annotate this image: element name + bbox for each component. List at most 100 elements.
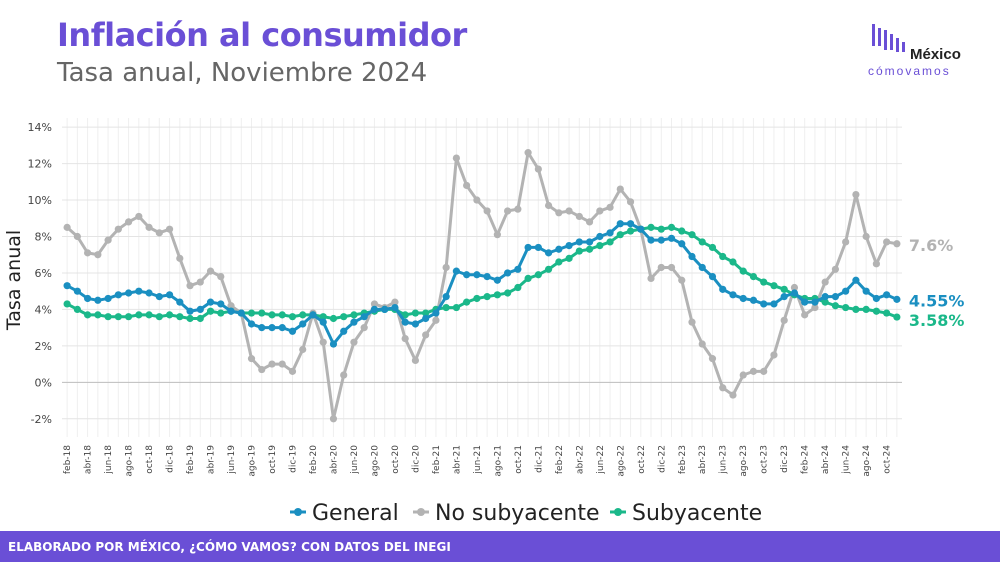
x-tick-label: dic-18 bbox=[166, 445, 176, 473]
data-point bbox=[422, 331, 430, 339]
data-point bbox=[319, 338, 327, 346]
x-tick-label: feb-24 bbox=[801, 445, 811, 474]
data-point bbox=[739, 267, 747, 275]
data-point bbox=[329, 314, 338, 323]
data-point bbox=[411, 320, 420, 328]
y-tick-labels: -2% 0% 2% 4% 6% 8% 10% 12% 14% bbox=[28, 121, 52, 426]
data-point bbox=[544, 249, 553, 257]
data-point bbox=[872, 307, 880, 315]
data-point bbox=[186, 282, 194, 290]
legend-label: General bbox=[312, 501, 399, 526]
data-point bbox=[114, 313, 122, 321]
data-point bbox=[801, 311, 809, 319]
x-tick-label: feb-18 bbox=[63, 445, 73, 474]
x-tick-label: jun-22 bbox=[596, 445, 606, 475]
legend-marker bbox=[614, 508, 622, 516]
data-point bbox=[135, 212, 143, 221]
x-tick-label: feb-21 bbox=[432, 445, 442, 474]
data-point bbox=[770, 351, 778, 359]
data-point bbox=[616, 185, 624, 193]
x-tick-label: ago-19 bbox=[248, 445, 258, 477]
data-point bbox=[842, 238, 850, 246]
data-point bbox=[227, 302, 235, 310]
data-point bbox=[114, 291, 122, 299]
data-point bbox=[647, 274, 655, 283]
y-tick-label: 10% bbox=[28, 194, 52, 207]
data-point bbox=[288, 313, 297, 321]
data-point bbox=[729, 391, 737, 399]
data-point bbox=[504, 207, 512, 215]
data-point bbox=[360, 313, 368, 321]
data-point bbox=[145, 311, 153, 319]
data-point bbox=[831, 302, 840, 310]
footer-bar: ELABORADO POR MÉXICO, ¿CÓMO VAMOS? CON D… bbox=[0, 531, 1000, 562]
data-point bbox=[473, 196, 481, 204]
data-point bbox=[883, 238, 891, 246]
data-point bbox=[893, 313, 901, 321]
data-point bbox=[524, 274, 532, 283]
data-point bbox=[852, 190, 860, 199]
series-general bbox=[63, 220, 901, 348]
data-point bbox=[73, 305, 81, 313]
data-point bbox=[401, 334, 409, 343]
data-point bbox=[862, 305, 870, 313]
data-point bbox=[585, 218, 594, 226]
data-point bbox=[350, 318, 358, 326]
data-point bbox=[268, 324, 276, 332]
x-tick-label: dic-22 bbox=[657, 445, 667, 473]
data-point bbox=[329, 340, 338, 348]
x-tick-label: jun-23 bbox=[719, 445, 729, 475]
data-point bbox=[432, 309, 440, 317]
data-point bbox=[258, 324, 266, 332]
chart-subtitle: Tasa anual, Noviembre 2024 bbox=[57, 58, 428, 88]
x-tick-label: abr-19 bbox=[207, 445, 217, 474]
data-point bbox=[452, 154, 460, 162]
data-point bbox=[309, 311, 317, 319]
data-point bbox=[780, 293, 788, 301]
data-point bbox=[493, 291, 501, 299]
x-tick-label: feb-20 bbox=[309, 445, 319, 474]
data-point bbox=[217, 309, 225, 317]
data-point bbox=[626, 220, 635, 228]
data-point bbox=[278, 324, 286, 332]
data-point bbox=[729, 258, 737, 266]
data-point bbox=[883, 309, 891, 317]
data-point bbox=[831, 265, 840, 273]
data-point bbox=[852, 305, 860, 313]
x-tick-label: dic-23 bbox=[780, 445, 790, 473]
data-point bbox=[657, 263, 665, 272]
x-tick-labels: feb-18 abr-18 jun-18 ago-18 oct-18 dic-18 feb-… bbox=[63, 445, 893, 477]
x-tick-label: oct-21 bbox=[514, 445, 524, 474]
data-point bbox=[514, 265, 522, 273]
data-point bbox=[84, 311, 92, 319]
data-point bbox=[247, 320, 256, 328]
data-point bbox=[401, 311, 409, 319]
data-point bbox=[165, 291, 174, 299]
data-point bbox=[657, 225, 665, 233]
data-point bbox=[258, 365, 266, 374]
data-point bbox=[411, 309, 420, 317]
data-point bbox=[565, 242, 573, 250]
data-point bbox=[370, 305, 379, 313]
data-point bbox=[708, 243, 717, 252]
data-point bbox=[678, 276, 686, 284]
end-label: 4.55% bbox=[909, 291, 965, 310]
legend-label: Subyacente bbox=[632, 501, 762, 526]
x-tick-label: abr-24 bbox=[821, 445, 831, 474]
data-point bbox=[534, 165, 542, 173]
data-point bbox=[862, 287, 870, 295]
data-point bbox=[370, 300, 379, 308]
data-point bbox=[790, 283, 799, 292]
data-point bbox=[176, 313, 184, 321]
y-tick-label: 14% bbox=[28, 121, 52, 134]
data-point bbox=[555, 209, 563, 217]
data-point bbox=[524, 149, 532, 157]
data-point bbox=[452, 267, 460, 275]
x-tick-label: dic-19 bbox=[288, 445, 298, 473]
data-point bbox=[63, 300, 71, 308]
data-point bbox=[463, 298, 471, 306]
data-point bbox=[63, 223, 71, 231]
data-point bbox=[688, 231, 696, 239]
data-point bbox=[237, 309, 245, 317]
data-point bbox=[84, 249, 92, 257]
